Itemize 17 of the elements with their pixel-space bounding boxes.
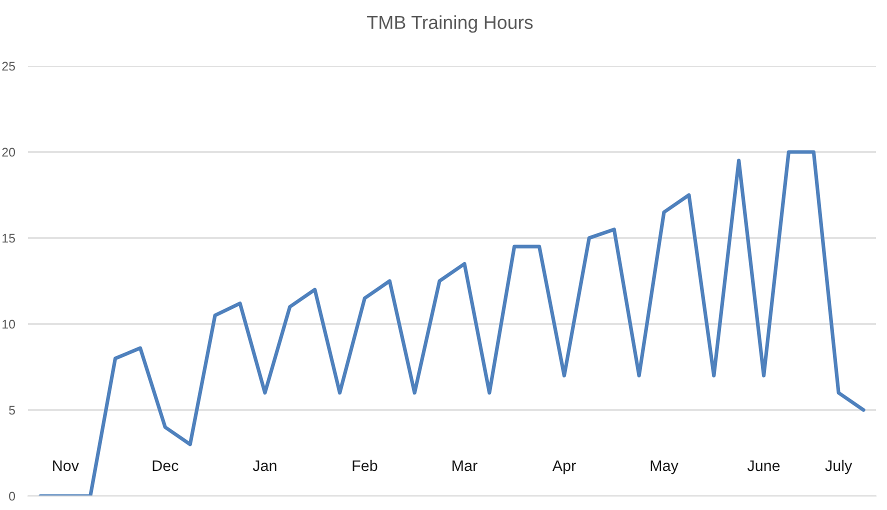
y-tick-label: 10: [2, 320, 16, 329]
chart-title: TMB Training Hours: [367, 15, 533, 33]
x-tick-label: Nov: [53, 460, 79, 472]
x-tick-label: Apr: [552, 460, 576, 474]
x-tick-label: May: [650, 460, 678, 474]
y-tick-label: 20: [2, 148, 16, 157]
x-tick-label: Dec: [152, 460, 178, 472]
y-tick-label: 0: [9, 492, 16, 501]
y-tick-label: 15: [2, 234, 15, 243]
x-tick-label: Mar: [452, 460, 478, 472]
x-tick-label: July: [825, 460, 852, 474]
line-series: [38, 150, 866, 496]
x-tick-label: Jan: [252, 460, 276, 472]
x-tick-label: June: [747, 460, 780, 472]
x-tick-label: Feb: [352, 460, 378, 472]
y-tick-label: 5: [9, 406, 15, 415]
y-tick-label: 25: [2, 62, 15, 71]
